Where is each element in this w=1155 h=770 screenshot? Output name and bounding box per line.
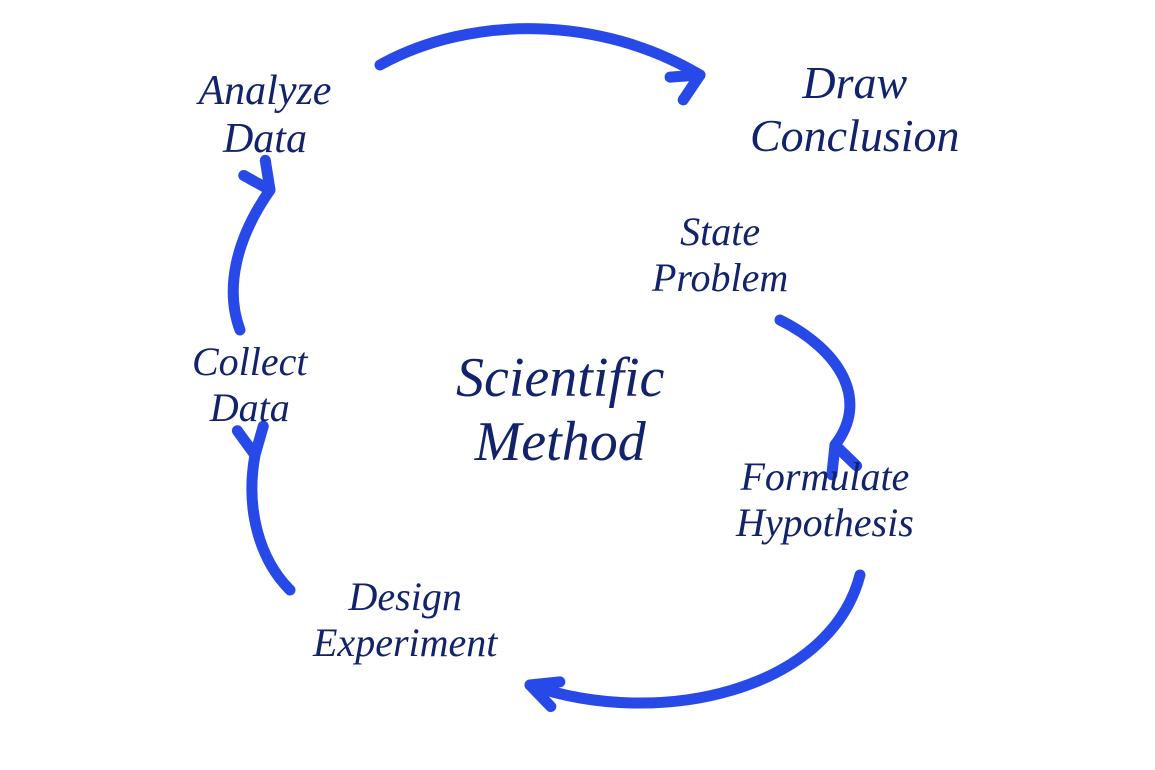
- arrowhead-icon: [530, 682, 560, 707]
- arrow-analyze_data-to-draw_conclusion: [380, 29, 700, 75]
- center-title: Scientific Method: [456, 346, 664, 475]
- arrow-state_problem-to-formulate_hypothesis: [780, 320, 850, 445]
- arrowhead-icon: [670, 75, 700, 100]
- scientific-method-diagram: Scientific Method State Problem Formulat…: [0, 0, 1155, 770]
- node-draw-conclusion: Draw Conclusion: [750, 57, 960, 163]
- node-formulate-hypothesis: Formulate Hypothesis: [736, 454, 914, 546]
- arrow-design_experiment-to-collect_data: [252, 455, 290, 590]
- arrow-formulate_hypothesis-to-design_experiment: [530, 575, 860, 703]
- node-collect-data: Collect Data: [192, 339, 308, 431]
- node-state-problem: State Problem: [652, 209, 788, 301]
- arrow-collect_data-to-analyze_data: [233, 190, 270, 330]
- node-analyze-data: Analyze Data: [199, 67, 332, 164]
- arrowhead-icon: [244, 160, 270, 190]
- node-design-experiment: Design Experiment: [313, 574, 497, 666]
